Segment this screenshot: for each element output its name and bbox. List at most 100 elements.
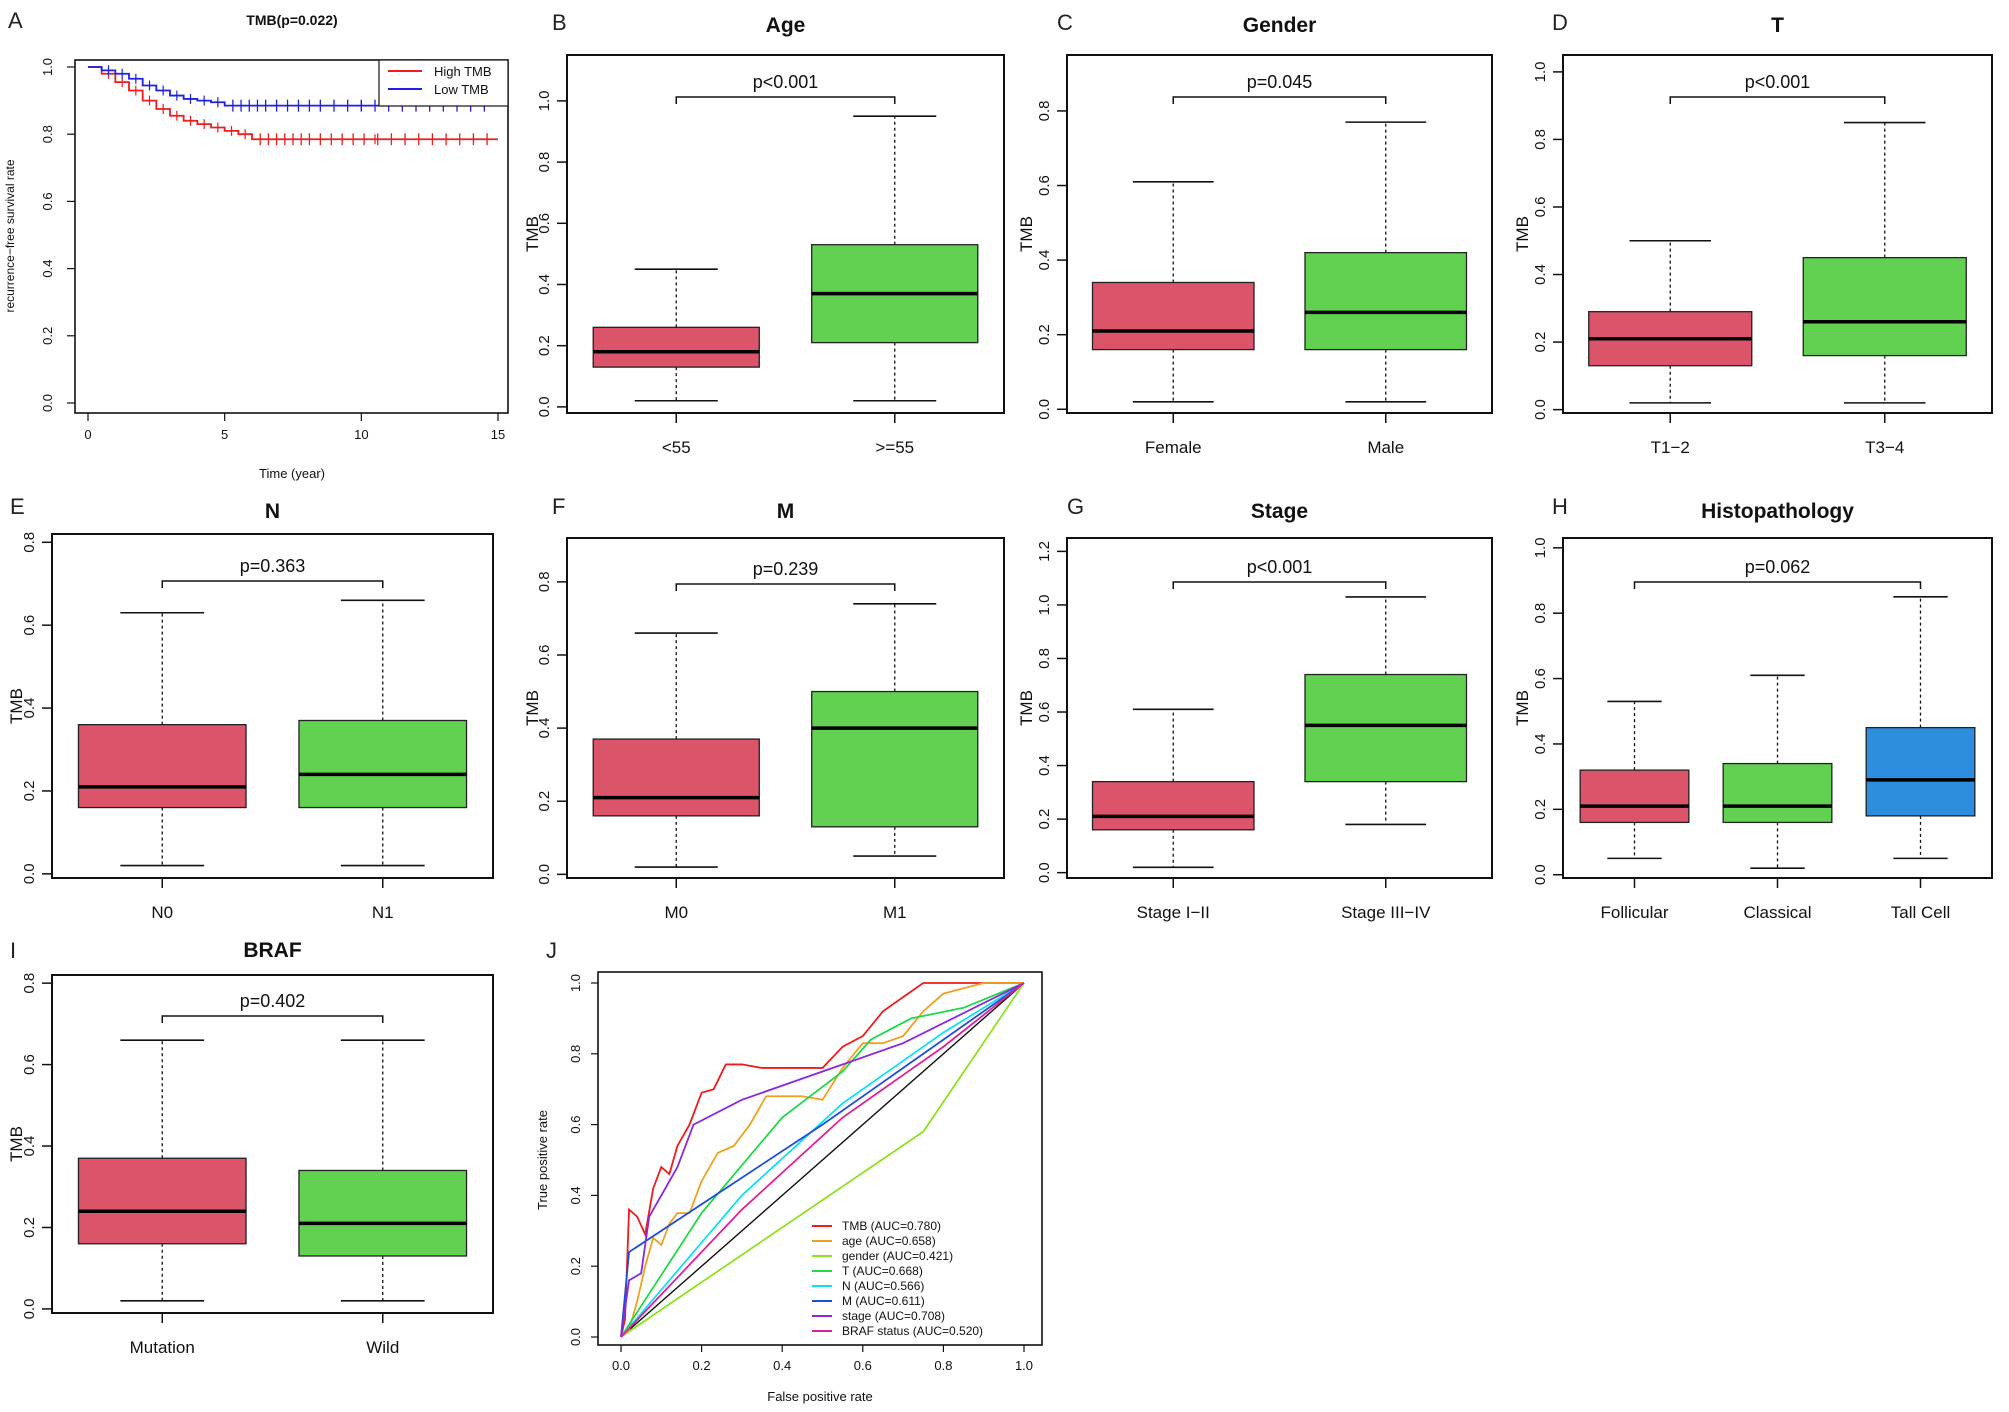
- y-tick-label: 0.0: [1036, 399, 1053, 420]
- x-tick-label: 0.8: [934, 1358, 952, 1373]
- panel-F-m-boxplot: M TMB 0.0 0.2 0.4 0.6 0.8 M0 M1 p=0.239: [523, 500, 1005, 922]
- panel-letter-c: C: [1057, 10, 1073, 35]
- roc-curve-age: [620, 982, 1024, 1338]
- y-tick-label: 0.0: [1532, 399, 1549, 420]
- legend-label: TMB (AUC=0.780): [842, 1219, 941, 1233]
- y-tick-label: 0.8: [1036, 101, 1053, 122]
- box-n0: [77, 724, 247, 809]
- y-tick-label: 1.0: [1532, 537, 1549, 558]
- y-tick-label: 0.8: [21, 973, 38, 994]
- x-category-label: N0: [151, 903, 173, 922]
- box-male: [1304, 251, 1468, 351]
- plot-frame: [1562, 54, 1993, 414]
- chart-title: M: [777, 500, 795, 523]
- y-axis-label: TMB: [7, 688, 26, 724]
- roc-curve-t: [620, 982, 1025, 1338]
- panel-letter-i: I: [10, 938, 16, 963]
- panel-I-braf-boxplot: BRAF TMB 0.0 0.2 0.4 0.6 0.8 Mutation Wild p=0.40…: [7, 939, 494, 1357]
- plot-frame: [566, 54, 1005, 414]
- y-tick-label: 0.6: [568, 1116, 583, 1134]
- y-tick-label: 0.6: [21, 1054, 38, 1075]
- y-tick-label: 0.4: [1532, 264, 1549, 285]
- panel-J-roc-chart: False positive rate True positive rate 0.0…: [535, 971, 1043, 1404]
- roc-curve-n: [620, 982, 1025, 1338]
- y-tick-label: 1.0: [536, 90, 553, 111]
- x-category-label: <55: [662, 438, 691, 457]
- y-tick-label: 1.2: [1036, 541, 1053, 562]
- y-tick-label: 0.4: [536, 718, 553, 739]
- y-tick-label: 0.6: [536, 213, 553, 234]
- p-value-label: p=0.239: [753, 559, 819, 579]
- x-category-label: Wild: [366, 1338, 399, 1357]
- plot-frame: [74, 59, 509, 414]
- box-mutation: [77, 1157, 247, 1245]
- significance-bracket: [1172, 581, 1387, 589]
- y-tick-label: 0.6: [1036, 175, 1053, 196]
- significance-bracket: [1633, 581, 1922, 589]
- y-tick-label: 0.8: [1532, 603, 1549, 624]
- box-tall-cell: [1865, 726, 1976, 817]
- y-tick-label: 0.8: [536, 152, 553, 173]
- panel-D-t-boxplot: T TMB 0.0 0.2 0.4 0.6 0.8 1.0 T1−2 T3−4 p<0.001: [1513, 14, 1993, 457]
- y-tick-label: 0.0: [21, 863, 38, 884]
- y-tick-label: 0.4: [1532, 734, 1549, 755]
- plot-frame: [597, 971, 1043, 1346]
- y-axis-label: TMB: [523, 216, 542, 252]
- panel-letter-b: B: [552, 10, 567, 35]
- y-tick-label: 0.0: [40, 394, 55, 412]
- y-tick-label: 0.8: [1036, 648, 1053, 669]
- x-category-label: T1−2: [1651, 438, 1690, 457]
- x-tick-label: 10: [354, 427, 368, 442]
- legend-label: M (AUC=0.611): [842, 1294, 925, 1308]
- y-tick-label: 1.0: [1532, 61, 1549, 82]
- p-value-label: p=0.363: [240, 556, 306, 576]
- y-tick-label: 0.2: [21, 781, 38, 802]
- panel-letter-g: G: [1067, 494, 1084, 519]
- significance-bracket: [1669, 96, 1886, 104]
- panel-letter-j: J: [546, 938, 557, 963]
- roc-curve-tmb: [620, 982, 1024, 1338]
- reference-diagonal: [620, 982, 1025, 1338]
- box-wild: [298, 1169, 468, 1257]
- panel-H-histopathology-boxplot: Histopathology TMB 0.0 0.2 0.4 0.6 0.8 1.0 Folli…: [1513, 500, 1993, 922]
- y-axis-label: TMB: [523, 690, 542, 726]
- panel-letter-a: A: [8, 8, 23, 33]
- chart-title: TMB(p=0.022): [246, 12, 337, 28]
- y-tick-label: 0.0: [21, 1298, 38, 1319]
- y-tick-label: 0.4: [536, 274, 553, 295]
- p-value-label: p=0.402: [240, 991, 306, 1011]
- x-tick-label: 0.6: [854, 1358, 872, 1373]
- legend-box: [378, 59, 509, 107]
- x-category-label: Classical: [1743, 903, 1811, 922]
- chart-title: BRAF: [243, 939, 301, 962]
- panel-letter-e: E: [10, 494, 25, 519]
- y-tick-label: 0.8: [40, 125, 55, 143]
- significance-bracket: [675, 583, 896, 591]
- y-tick-label: 0.2: [40, 327, 55, 345]
- y-axis-label: True positive rate: [535, 1110, 550, 1210]
- p-value-label: p<0.001: [1247, 557, 1313, 577]
- p-value-label: p<0.001: [1745, 72, 1811, 92]
- legend-label: age (AUC=0.658): [842, 1234, 936, 1248]
- y-axis-label: TMB: [1513, 216, 1532, 252]
- p-value-label: p<0.001: [753, 72, 819, 92]
- y-tick-label: 0.0: [536, 864, 553, 885]
- x-tick-label: 1.0: [1015, 1358, 1033, 1373]
- legend-label: N (AUC=0.566): [842, 1279, 924, 1293]
- plot-frame: [1066, 537, 1493, 879]
- y-tick-label: 0.4: [1036, 755, 1053, 776]
- x-category-label: M1: [883, 903, 907, 922]
- plot-frame: [1066, 54, 1493, 414]
- chart-title: Stage: [1251, 500, 1308, 523]
- y-tick-label: 0.6: [21, 615, 38, 636]
- y-tick-label: 0.8: [21, 532, 38, 553]
- chart-title: Age: [766, 14, 806, 37]
- significance-bracket: [161, 580, 384, 588]
- legend-label: gender (AUC=0.421): [842, 1249, 953, 1263]
- y-tick-label: 1.0: [40, 58, 55, 76]
- y-tick-label: 0.4: [568, 1186, 583, 1204]
- x-category-label: Tall Cell: [1891, 903, 1951, 922]
- panel-G-stage-boxplot: Stage TMB 0.0 0.2 0.4 0.6 0.8 1.0 1.2 Stage I−II S…: [1017, 500, 1493, 922]
- y-axis-label: TMB: [1017, 690, 1036, 726]
